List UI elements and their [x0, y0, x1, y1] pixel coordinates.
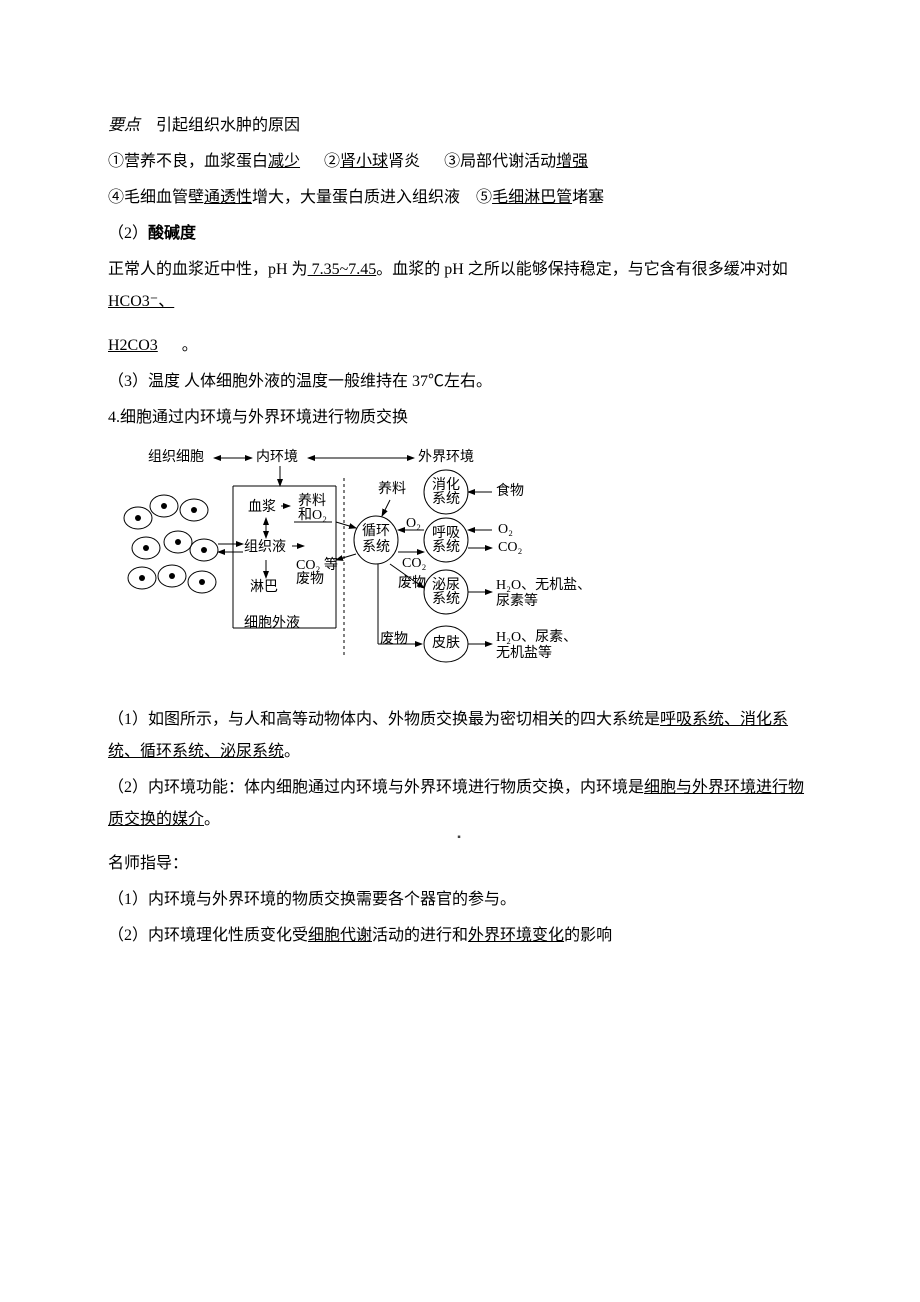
teacher-1: （1）内环境与外界环境的物质交换需要各个器官的参与。 [108, 884, 810, 916]
causes-line-1: ①营养不良，血浆蛋白减少 ②肾小球肾炎 ③局部代谢活动增强 [108, 146, 810, 178]
d-resp-1: 呼吸 [432, 525, 460, 541]
d-resp-2: 系统 [432, 539, 460, 555]
d-cells-cluster [124, 495, 218, 593]
d-co2-waste-1: CO₂ 等 [296, 556, 338, 573]
cause5-suffix: 堵塞 [572, 189, 604, 206]
d-circ-1: 循环 [362, 523, 390, 539]
d-top-outer: 外界环境 [418, 449, 474, 465]
d-h2o-2: 尿素等 [496, 592, 538, 609]
d-digest-2: 系统 [432, 491, 460, 507]
d-tissue-fluid: 组织液 [244, 539, 286, 555]
teacher2-u1: 细胞代谢 [308, 927, 372, 944]
ph-line-1: 正常人的血浆近中性，pH 为 7.35~7.45。血浆的 pH 之所以能够保持稳… [108, 254, 810, 318]
d-h2o-3: H₂O、尿素、 [496, 629, 577, 645]
section2-title: 酸碱度 [148, 225, 196, 242]
center-marker-icon: ▪ [457, 828, 461, 848]
teacher-label: 名师指导： [108, 848, 810, 880]
d-skin: 皮肤 [432, 635, 460, 651]
cause2-underline: 肾小球 [340, 153, 388, 170]
d-lymph: 淋巴 [250, 579, 278, 595]
teacher-2: （2）内环境理化性质变化受细胞代谢活动的进行和外界环境变化的影响 [108, 920, 810, 952]
ph-line-2: H2CO3 。 [108, 330, 810, 362]
d-circ-2: 系统 [362, 539, 390, 555]
para2-prefix: （2）内环境功能：体内细胞通过内环境与外界环境进行物质交换，内环境是 [108, 779, 644, 796]
yaodian-label: 要点 [108, 117, 140, 134]
para-function: （2）内环境功能：体内细胞通过内环境与外界环境进行物质交换，内环境是细胞与外界环… [108, 772, 810, 836]
causes-line-2: ④毛细血管壁通透性增大，大量蛋白质进入组织液 ⑤毛细淋巴管堵塞 [108, 182, 810, 214]
cause3-underline: 增强 [556, 153, 588, 170]
cause2-prefix: ② [324, 153, 340, 170]
section-4: 4.细胞通过内环境与外界环境进行物质交换 [108, 402, 810, 434]
ph-suffix: 。 [182, 337, 198, 354]
d-co2-out: CO₂ [498, 540, 522, 555]
section2-num: （2） [108, 225, 148, 242]
para-systems: （1）如图所示，与人和高等动物体内、外物质交换最为密切相关的四大系统是呼吸系统、… [108, 704, 810, 768]
para1-suffix: 。 [284, 743, 300, 760]
d-o2-out: O₂ [498, 522, 513, 537]
cause1-prefix: ①营养不良，血浆蛋白 [108, 153, 268, 170]
cause3-prefix: ③局部代谢活动 [444, 153, 556, 170]
teacher2-prefix: （2）内环境理化性质变化受 [108, 927, 308, 944]
d-urin-1: 泌尿 [432, 577, 460, 593]
section-3: （3）温度 人体细胞外液的温度一般维持在 37℃左右。 [108, 366, 810, 398]
d-waste-2: 废物 [380, 631, 408, 647]
ph-range: 7.35~7.45 [308, 261, 377, 278]
cause2-suffix: 肾炎 [388, 153, 420, 170]
d-food: 食物 [496, 482, 524, 499]
cause4-suffix: 增大，大量蛋白质进入组织液 [252, 189, 460, 206]
d-h2o-4: 无机盐等 [496, 644, 552, 661]
buffer1: HCO3⁻、 [108, 293, 174, 310]
teacher2-mid: 活动的进行和 [372, 927, 468, 944]
exchange-diagram: 组织细胞 内环境 外界环境 血浆 组织液 淋巴 养 [118, 448, 810, 690]
teacher2-u2: 外界环境变化 [468, 927, 564, 944]
teacher2-suffix: 的影响 [564, 927, 612, 944]
yaodian-line: 要点 引起组织水肿的原因 [108, 110, 810, 142]
d-plasma: 血浆 [248, 499, 276, 515]
ph-mid: 。血浆的 pH 之所以能够保持稳定，与它含有很多缓冲对如 [376, 261, 788, 278]
d-top-inner: 内环境 [256, 449, 298, 465]
buffer2: H2CO3 [108, 337, 158, 354]
d-waste-1: 废物 [398, 575, 426, 591]
d-co2-waste-2: 废物 [296, 571, 324, 587]
para1-prefix: （1）如图所示，与人和高等动物体内、外物质交换最为密切相关的四大系统是 [108, 711, 660, 728]
diagram-svg: 组织细胞 内环境 外界环境 血浆 组织液 淋巴 养 [118, 448, 598, 678]
cause5-underline: 毛细淋巴管 [492, 189, 572, 206]
section-2-header: （2）酸碱度 [108, 218, 810, 250]
d-h2o-1: H₂O、无机盐、 [496, 577, 591, 593]
yaodian-title: 引起组织水肿的原因 [156, 117, 300, 134]
d-top-cell: 组织细胞 [148, 449, 204, 465]
para2-suffix: 。 [204, 811, 220, 828]
d-o2-left: O₂ [406, 516, 421, 531]
ph-prefix: 正常人的血浆近中性，pH 为 [108, 261, 308, 278]
d-extracell: 细胞外液 [244, 615, 300, 631]
d-co2-left: CO₂ [402, 556, 426, 571]
d-nutrient-top: 养料 [378, 481, 406, 497]
cause4-prefix: ④毛细血管壁 [108, 189, 204, 206]
d-urin-2: 系统 [432, 591, 460, 607]
d-digest-1: 消化 [432, 477, 460, 493]
cause1-underline: 减少 [268, 153, 300, 170]
cause5-prefix: ⑤ [476, 189, 492, 206]
d-nutrient-o2-1: 养料 [298, 493, 326, 509]
d-nutrient-o2-2: 和O₂ [298, 507, 327, 523]
cause4-underline: 通透性 [204, 189, 252, 206]
